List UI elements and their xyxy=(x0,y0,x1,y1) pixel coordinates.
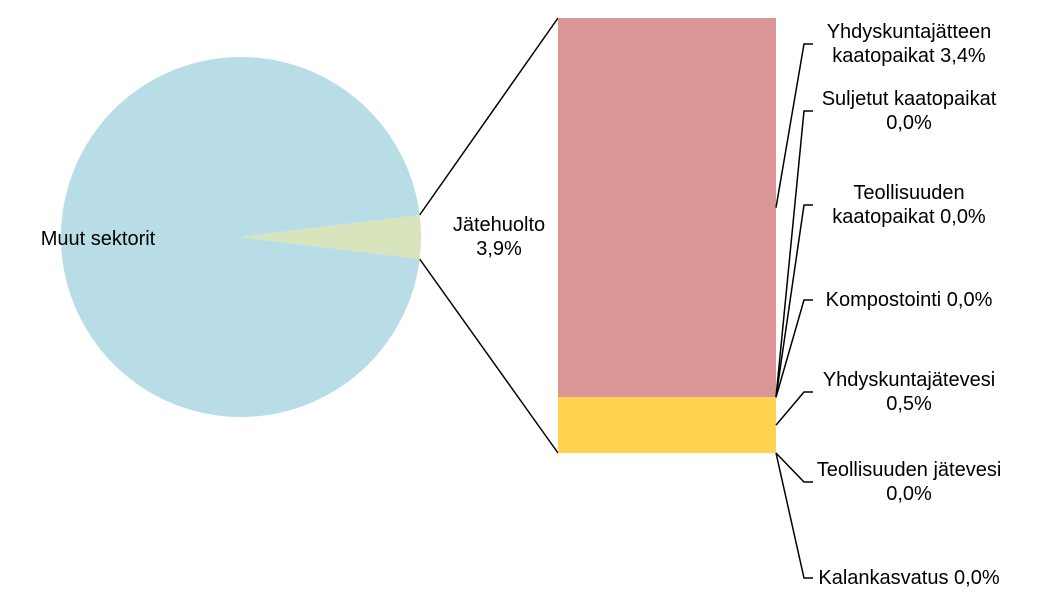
leader-line-yhdyskuntajatevesi-0-5 xyxy=(775,391,813,426)
bar-label-yhdyskuntajatevesi-0-5: Yhdyskuntajätevesi 0,5% xyxy=(823,369,995,415)
bar-label-teollisuuden-jatevesi-0-0: Teollisuuden jätevesi 0,0% xyxy=(817,459,1002,505)
bar-label-kompostointi-0-0: Kompostointi 0,0% xyxy=(826,289,993,311)
stacked-bar xyxy=(558,18,776,453)
bar-segment-yhdyskuntajatteen-kaatopaikat-3-4 xyxy=(558,18,776,398)
leader-line-teollisuuden-jatevesi-0-0 xyxy=(775,452,813,483)
leader-lines xyxy=(775,43,813,579)
leader-line-suljetut-kaatopaikat-0-0 xyxy=(775,110,813,398)
leader-line-kompostointi-0-0 xyxy=(775,299,813,398)
pie-slice-muut-sektorit xyxy=(61,57,420,417)
bar-segment-yhdyskuntajatevesi-0-5 xyxy=(558,397,776,453)
leader-line-teollisuuden-kaatopaikat-0-0 xyxy=(775,204,813,398)
connector-bottom xyxy=(419,258,559,454)
data-labels: Muut sektorit Jätehuolto 3,9% Yhdyskuntajät… xyxy=(41,21,1002,589)
pie-slice-jatehuolto xyxy=(241,215,421,259)
pie-label-muut-sektorit: Muut sektorit xyxy=(41,228,156,250)
bar-label-kalankasvatus-0-0: Kalankasvatus 0,0% xyxy=(818,567,999,589)
leader-line-kalankasvatus-0-0 xyxy=(775,452,813,579)
connector-top xyxy=(419,17,559,216)
leader-line-yhdyskuntajatteen-kaatopaikat-3-4 xyxy=(775,43,813,208)
pie xyxy=(61,57,421,417)
pie-to-bar-connectors xyxy=(419,17,559,454)
bar-label-suljetut-kaatopaikat-0-0: Suljetut kaatopaikat 0,0% xyxy=(822,88,997,134)
bar-label-yhdyskuntajatteen-kaatopaikat-3-4: Yhdyskuntajätteen kaatopaikat 3,4% xyxy=(827,21,992,67)
pie-label-jatehuolto: Jätehuolto 3,9% xyxy=(453,214,545,260)
bar-label-teollisuuden-kaatopaikat-0-0: Teollisuuden kaatopaikat 0,0% xyxy=(832,182,986,228)
